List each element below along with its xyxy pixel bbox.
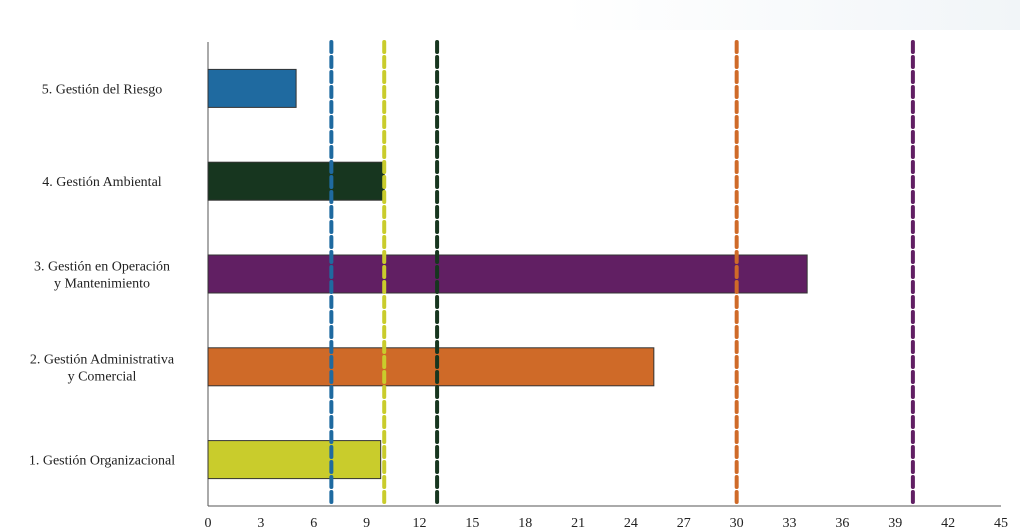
bar-2 (207, 347, 655, 387)
category-label-3: 3. Gestión en Operación y Mantenimiento (34, 260, 170, 292)
x-tick-label-11: 33 (783, 516, 797, 531)
bar-5 (207, 68, 297, 108)
category-label-1: 1. Gestión Organizacional (29, 454, 175, 469)
header-gradient-band (0, 0, 1020, 30)
x-tick-label-10: 30 (730, 516, 744, 531)
x-tick-label-4: 12 (412, 516, 426, 531)
bar-4 (207, 161, 385, 201)
x-tick-labels: 0 3 6 9 12 15 18 21 24 27 30 33 36 39 42 45 (205, 516, 1009, 531)
x-tick-label-2: 6 (310, 516, 317, 531)
x-tick-label-6: 18 (518, 516, 532, 531)
x-tick-label-15: 45 (994, 516, 1008, 531)
x-tick-label-8: 24 (624, 516, 638, 531)
x-tick-label-0: 0 (205, 516, 212, 531)
reference-lines-group (329, 40, 915, 504)
x-tick-label-14: 42 (941, 516, 955, 531)
x-tick-label-7: 21 (571, 516, 585, 531)
x-tick-label-3: 9 (363, 516, 370, 531)
bar-1 (207, 440, 382, 480)
category-label-2: 2. Gestión Administrativa y Comercial (30, 352, 175, 384)
category-label-5: 5. Gestión del Riesgo (42, 82, 163, 97)
x-tick-label-9: 27 (677, 516, 691, 531)
x-tick-label-12: 36 (835, 516, 849, 531)
bar-3 (207, 254, 808, 294)
category-label-4: 4. Gestión Ambiental (42, 175, 161, 190)
x-tick-label-5: 15 (465, 516, 479, 531)
x-tick-label-1: 3 (257, 516, 264, 531)
category-labels: 5. Gestión del Riesgo 4. Gestión Ambienta… (29, 82, 175, 468)
bars-group (207, 68, 808, 480)
x-tick-label-13: 39 (888, 516, 902, 531)
